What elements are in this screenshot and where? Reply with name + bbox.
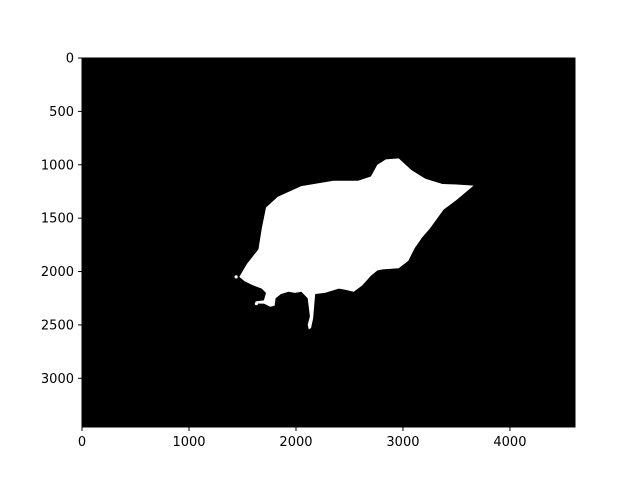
y-tick-label: 2000 bbox=[41, 265, 74, 280]
mask-region bbox=[239, 158, 474, 330]
x-axis: 0 1000 2000 3000 4000 bbox=[78, 427, 526, 450]
y-tick-label: 2500 bbox=[41, 318, 74, 333]
x-tick-label: 1000 bbox=[172, 435, 205, 450]
y-tick-label: 0 bbox=[66, 52, 74, 67]
mask-layer bbox=[234, 158, 474, 330]
mask-speck bbox=[234, 275, 238, 279]
y-tick-label: 500 bbox=[49, 105, 74, 120]
y-axis: 0 500 1000 1500 2000 2500 3000 bbox=[41, 52, 82, 387]
x-tick-label: 0 bbox=[78, 435, 86, 450]
x-tick-label: 2000 bbox=[279, 435, 312, 450]
x-tick-label: 3000 bbox=[386, 435, 419, 450]
x-tick-label: 4000 bbox=[493, 435, 526, 450]
y-tick-label: 1000 bbox=[41, 158, 74, 173]
y-tick-label: 1500 bbox=[41, 212, 74, 227]
y-tick-label: 3000 bbox=[41, 372, 74, 387]
mask-speck bbox=[254, 302, 258, 306]
axes-frame bbox=[81, 57, 576, 428]
